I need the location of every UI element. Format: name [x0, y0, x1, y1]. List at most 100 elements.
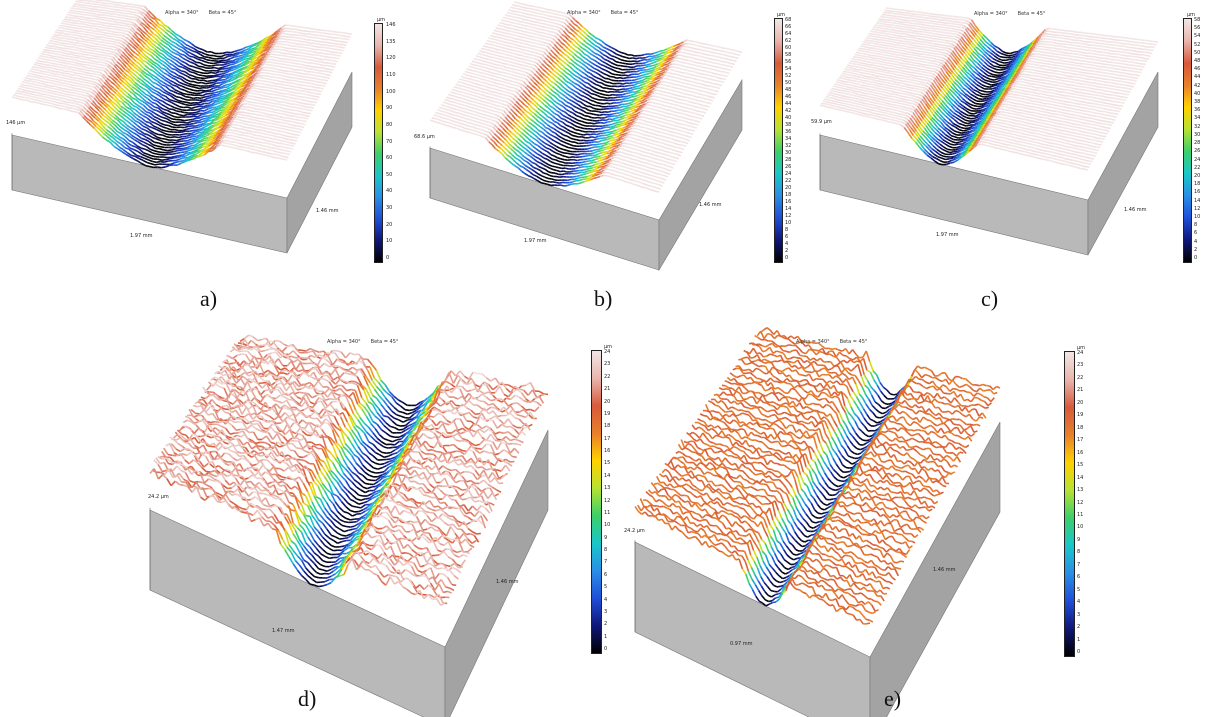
surface-contour	[558, 61, 563, 66]
surface-contour	[697, 82, 701, 85]
surface-contour	[587, 115, 592, 119]
surface-contour	[606, 87, 610, 90]
surface-contour	[150, 94, 156, 98]
surface-contour	[573, 90, 578, 94]
surface-contour	[629, 99, 634, 102]
surface-contour	[89, 80, 94, 83]
surface-contour	[86, 76, 92, 80]
surface-contour	[703, 53, 708, 56]
surface-contour	[557, 69, 563, 74]
surface-contour	[229, 104, 235, 109]
surface-contour	[277, 118, 282, 121]
surface-contour	[692, 40, 697, 43]
surface-contour	[530, 53, 534, 57]
surface-contour	[292, 115, 297, 118]
surface-contour	[486, 39, 491, 43]
surface-contour	[511, 10, 516, 13]
surface-contour	[504, 47, 508, 50]
surface-contour	[533, 61, 537, 64]
surface-contour	[278, 68, 283, 72]
surface-contour	[645, 55, 650, 59]
surface-contour	[581, 33, 586, 38]
surface-contour	[681, 78, 685, 81]
surface-contour	[511, 70, 515, 74]
surface-contour	[573, 97, 578, 102]
surface-contour	[107, 96, 113, 102]
surface-contour	[624, 52, 629, 56]
surface-contour	[601, 68, 606, 72]
surface-contour	[115, 52, 121, 57]
surface-contour	[128, 101, 134, 107]
surface-contour	[345, 38, 350, 41]
surface-contour	[658, 103, 662, 106]
surface-contour	[606, 74, 611, 78]
surface-contour	[194, 148, 199, 152]
surface-contour	[169, 89, 174, 93]
surface-contour	[54, 106, 60, 110]
surface-contour	[170, 148, 176, 151]
surface-contour	[229, 91, 234, 95]
surface-contour	[124, 146, 130, 150]
surface-contour	[89, 94, 95, 99]
surface-contour	[542, 60, 548, 65]
surface-contour	[119, 45, 125, 50]
surface-contour	[582, 39, 588, 44]
surface-contour	[689, 108, 694, 111]
surface-contour	[690, 80, 695, 83]
surface-contour	[216, 107, 222, 111]
surface-contour	[103, 122, 109, 128]
surface-contour	[170, 143, 175, 146]
surface-contour	[544, 38, 549, 42]
surface-contour	[186, 138, 192, 142]
surface-contour	[40, 100, 46, 103]
surface-contour	[118, 19, 123, 22]
surface-contour	[102, 73, 108, 79]
surface-contour	[666, 46, 671, 50]
surface-contour	[34, 89, 39, 92]
surface-contour	[227, 77, 233, 82]
surface-contour	[225, 142, 230, 145]
surface-contour	[149, 122, 155, 127]
surface-contour	[738, 50, 743, 54]
surface-contour	[117, 119, 123, 125]
surface-contour	[527, 41, 532, 44]
surface-contour	[576, 72, 581, 76]
surface-contour	[227, 123, 233, 128]
surface-contour	[511, 64, 516, 67]
surface-contour	[83, 68, 88, 72]
surface-contour	[36, 59, 41, 63]
surface-contour	[229, 75, 234, 79]
surface-contour	[625, 87, 630, 90]
surface-contour	[176, 67, 182, 72]
surface-contour	[59, 51, 64, 54]
surface-contour	[262, 45, 267, 49]
surface-contour	[516, 7, 521, 11]
surface-contour	[629, 103, 633, 107]
surface-contour	[277, 126, 282, 130]
surface-contour	[696, 41, 700, 44]
surface-contour	[163, 89, 169, 94]
surface-contour	[581, 63, 587, 67]
surface-contour	[70, 14, 75, 17]
surface-contour	[273, 102, 278, 105]
surface-contour	[27, 99, 32, 103]
surface-contour	[660, 69, 665, 73]
surface-contour	[588, 109, 592, 112]
surface-contour	[226, 96, 231, 99]
surface-contour	[236, 121, 241, 124]
surface-contour	[681, 95, 686, 98]
surface-contour	[287, 27, 293, 30]
surface-contour	[127, 63, 133, 70]
surface-contour	[242, 134, 248, 137]
surface-contour	[207, 71, 212, 75]
surface-contour	[570, 50, 575, 55]
surface-contour	[552, 69, 557, 74]
surface-contour	[541, 85, 547, 91]
surface-contour	[145, 13, 151, 20]
surface-contour	[693, 88, 698, 91]
surface-contour	[223, 95, 229, 99]
surface-contour	[48, 81, 53, 84]
surface-contour	[619, 82, 624, 85]
surface-contour	[180, 78, 186, 83]
surface-contour	[92, 75, 97, 78]
